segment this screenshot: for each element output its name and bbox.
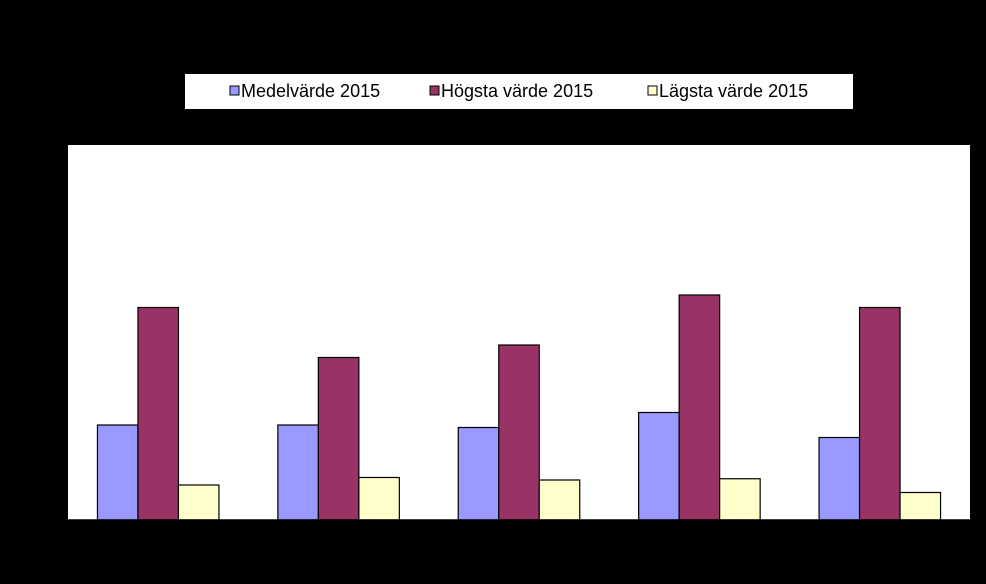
legend-label: Högsta värde 2015 [441, 81, 593, 101]
legend [185, 74, 853, 109]
legend-swatch [647, 85, 658, 96]
bar [899, 491, 942, 521]
legend-label: Lägsta värde 2015 [659, 81, 808, 101]
bar [818, 436, 861, 521]
bar [858, 306, 901, 521]
bar [678, 294, 721, 521]
bar [317, 356, 360, 521]
legend-swatch [229, 85, 240, 96]
bar [457, 426, 500, 521]
legend-label: Medelvärde 2015 [241, 81, 380, 101]
bar [538, 479, 581, 521]
bar [96, 424, 139, 521]
bar [498, 344, 540, 521]
legend-swatch [429, 85, 440, 96]
bar [638, 411, 680, 521]
bar [719, 478, 761, 521]
bar [137, 306, 180, 521]
bar [177, 484, 220, 521]
bar [277, 424, 319, 521]
bar [358, 476, 400, 521]
